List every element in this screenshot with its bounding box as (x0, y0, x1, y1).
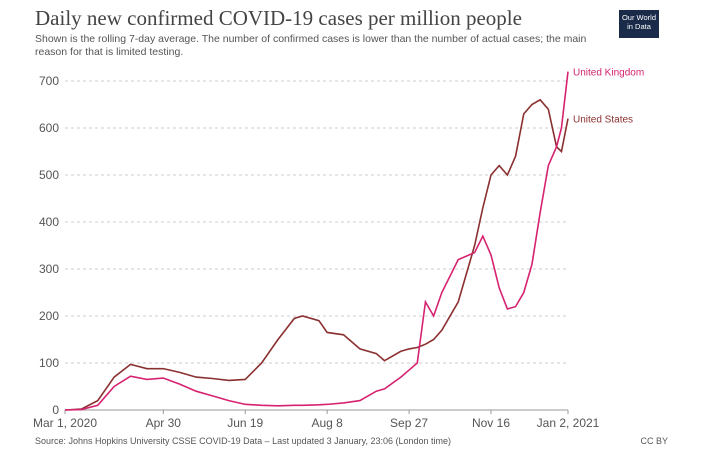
y-tick-label: 300 (39, 262, 59, 276)
y-tick-label: 200 (39, 309, 59, 323)
logo: Our World in Data (619, 10, 659, 38)
y-tick-label: 600 (39, 121, 59, 135)
chart-subtitle: Shown is the rolling 7-day average. The … (35, 33, 587, 58)
legend-label: United Kingdom (573, 68, 644, 79)
y-tick-label: 500 (39, 168, 59, 182)
series-line (64, 98, 569, 411)
x-tick-label: Apr 30 (146, 416, 182, 430)
x-tick-label: Nov 16 (472, 416, 510, 430)
x-tick-label: Jun 19 (227, 416, 263, 430)
x-tick-label: Aug 8 (311, 416, 343, 430)
chart-title: Daily new confirmed COVID-19 cases per m… (35, 6, 522, 30)
series-line (64, 71, 569, 411)
legend-label: United States (573, 115, 633, 126)
y-tick-label: 700 (39, 74, 59, 88)
y-tick-label: 100 (39, 356, 59, 370)
license: CC BY (640, 436, 668, 446)
y-tick-label: 400 (39, 215, 59, 229)
x-tick-label: Sep 27 (390, 416, 428, 430)
source: Source: Johns Hopkins University CSSE CO… (35, 436, 451, 446)
x-tick-label: Jan 2, 2021 (537, 416, 600, 430)
y-tick-label: 0 (52, 403, 59, 417)
x-tick-label: Mar 1, 2020 (33, 416, 97, 430)
